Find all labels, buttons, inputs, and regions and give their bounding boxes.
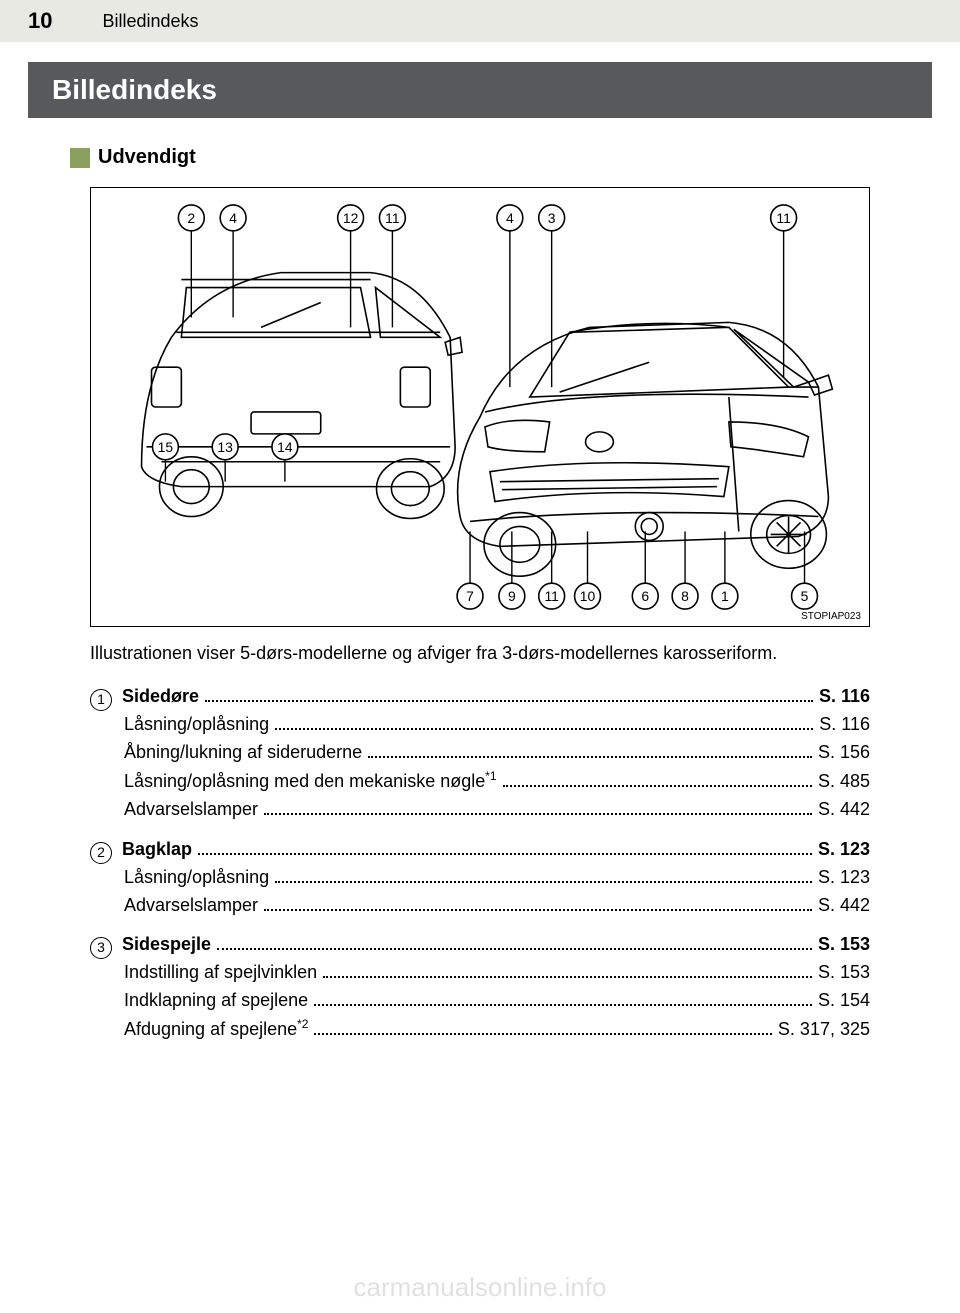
svg-text:11: 11: [385, 210, 400, 226]
index-number-circle: 2: [90, 842, 112, 864]
index-page-ref: S. 116: [819, 683, 870, 711]
leader-dots: [217, 948, 812, 950]
diagram-svg: 2412114311 151314 7911106815: [91, 188, 869, 626]
index-sub-row: Advarselslamper S. 442: [124, 892, 870, 920]
index-sub-label: Låsning/oplåsning: [124, 711, 269, 739]
index-main-row: 2 Bagklap S. 123: [90, 836, 870, 864]
svg-text:3: 3: [548, 210, 556, 226]
page-number: 10: [28, 8, 52, 34]
index-page-ref: S. 485: [818, 768, 870, 796]
diagram-id-code: STOPIAP023: [801, 611, 861, 622]
leader-dots: [503, 785, 812, 787]
index-page-ref: S. 123: [818, 836, 870, 864]
index-number-circle: 3: [90, 937, 112, 959]
svg-text:11: 11: [544, 588, 559, 604]
index-sub-row: Låsning/oplåsning med den mekaniske nøgl…: [124, 767, 870, 796]
svg-text:11: 11: [776, 210, 791, 226]
leader-dots: [368, 756, 812, 758]
index-sub-row: Indstilling af spejlvinklen S. 153: [124, 959, 870, 987]
svg-text:7: 7: [466, 588, 474, 604]
index-main-row: 1 Sidedøre S. 116: [90, 683, 870, 711]
svg-text:2: 2: [187, 210, 195, 226]
svg-text:13: 13: [217, 439, 233, 455]
leader-dots: [314, 1004, 812, 1006]
index-title: Sidedøre: [122, 683, 199, 711]
index-page-ref: S. 154: [818, 987, 870, 1015]
index-sub-label: Advarselslamper: [124, 796, 258, 824]
title-block: Billedindeks: [28, 62, 932, 118]
index-page-ref: S. 442: [818, 796, 870, 824]
page-title: Billedindeks: [52, 74, 217, 105]
index-list: 1SidedøreS. 116Låsning/oplåsningS. 116Åb…: [90, 683, 870, 1044]
svg-text:10: 10: [580, 588, 596, 604]
svg-text:5: 5: [801, 588, 809, 604]
svg-text:6: 6: [641, 588, 649, 604]
watermark: carmanualsonline.info: [0, 1272, 960, 1303]
svg-text:8: 8: [681, 588, 689, 604]
index-sub-label: Afdugning af spejlene*2: [124, 1015, 308, 1044]
svg-text:15: 15: [158, 439, 174, 455]
superscript-note: *1: [485, 769, 496, 783]
svg-text:14: 14: [277, 439, 293, 455]
index-sub-row: Låsning/oplåsning S. 116: [124, 711, 870, 739]
leader-dots: [275, 881, 812, 883]
index-sub-label: Indklapning af spejlene: [124, 987, 308, 1015]
leader-dots: [314, 1033, 771, 1035]
index-page-ref: S. 116: [819, 711, 870, 739]
vehicle-diagram: 2412114311 151314 7911106815 STOPIAP023: [90, 187, 870, 627]
header-section-label: Billedindeks: [102, 11, 198, 32]
index-page-ref: S. 156: [818, 739, 870, 767]
index-page-ref: S. 123: [818, 864, 870, 892]
svg-text:9: 9: [508, 588, 516, 604]
svg-text:1: 1: [721, 588, 729, 604]
leader-dots: [264, 909, 812, 911]
leader-dots: [275, 728, 813, 730]
leader-dots: [264, 813, 812, 815]
index-page-ref: S. 153: [818, 959, 870, 987]
index-sub-row: Indklapning af spejlene S. 154: [124, 987, 870, 1015]
index-title: Sidespejle: [122, 931, 211, 959]
index-sub-row: Låsning/oplåsning S. 123: [124, 864, 870, 892]
leader-dots: [323, 976, 812, 978]
index-group: 1SidedøreS. 116Låsning/oplåsningS. 116Åb…: [90, 683, 870, 823]
index-main-row: 3 Sidespejle S. 153: [90, 931, 870, 959]
svg-text:4: 4: [506, 210, 514, 226]
index-sub-row: Afdugning af spejlene*2 S. 317, 325: [124, 1015, 870, 1044]
index-sub-label: Låsning/oplåsning med den mekaniske nøgl…: [124, 767, 497, 796]
index-sub-row: Åbning/lukning af sideruderne S. 156: [124, 739, 870, 767]
index-page-ref: S. 442: [818, 892, 870, 920]
index-sub-label: Indstilling af spejlvinklen: [124, 959, 317, 987]
leader-dots: [198, 853, 812, 855]
index-page-ref: S. 153: [818, 931, 870, 959]
subsection-heading: Udvendigt: [70, 146, 960, 169]
index-group: 3SidespejleS. 153Indstilling af spejlvin…: [90, 931, 870, 1044]
leader-dots: [205, 700, 813, 702]
index-title: Bagklap: [122, 836, 192, 864]
index-sub-label: Åbning/lukning af sideruderne: [124, 739, 362, 767]
index-sub-label: Advarselslamper: [124, 892, 258, 920]
superscript-note: *2: [297, 1017, 308, 1031]
index-group: 2BagklapS. 123Låsning/oplåsningS. 123Adv…: [90, 836, 870, 920]
svg-text:4: 4: [229, 210, 237, 226]
svg-text:12: 12: [343, 210, 359, 226]
page-header: 10 Billedindeks: [0, 0, 960, 42]
index-sub-row: Advarselslamper S. 442: [124, 796, 870, 824]
diagram-caption: Illustrationen viser 5-dørs-modellerne o…: [90, 641, 870, 665]
index-page-ref: S. 317, 325: [778, 1016, 870, 1044]
index-sub-label: Låsning/oplåsning: [124, 864, 269, 892]
index-number-circle: 1: [90, 689, 112, 711]
square-marker-icon: [70, 148, 90, 168]
subsection-label: Udvendigt: [98, 146, 196, 169]
